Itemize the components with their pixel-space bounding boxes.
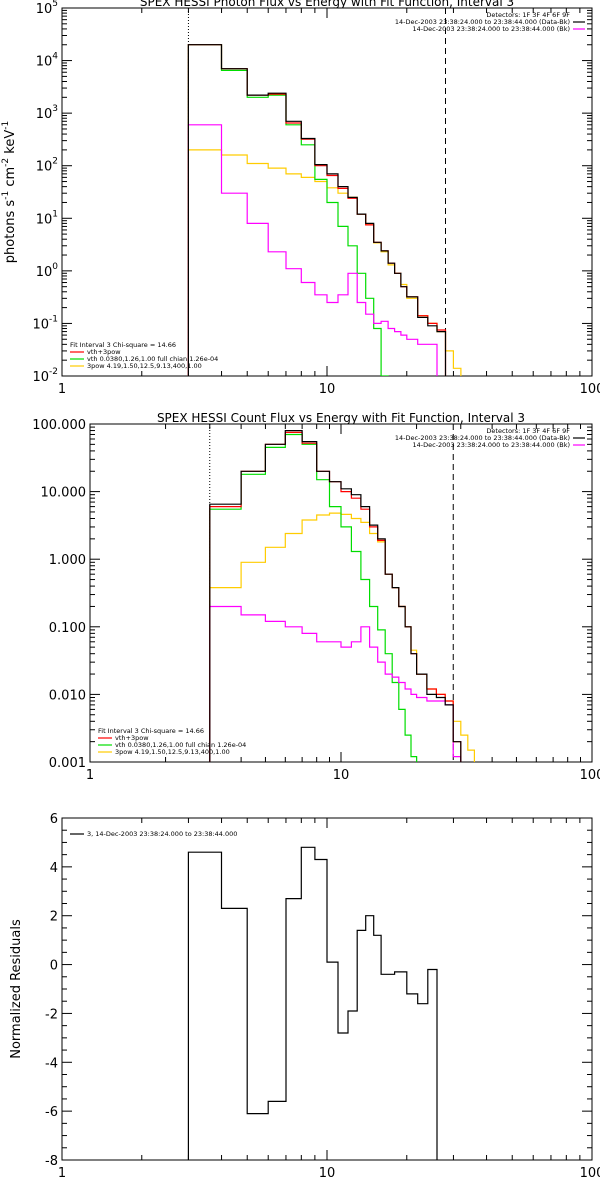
series-line: [209, 605, 462, 762]
y-tick-label: -8: [45, 1154, 58, 1169]
y-tick-label: 104: [36, 52, 59, 70]
x-tick-label: 10: [319, 382, 336, 397]
series-line: [187, 44, 447, 376]
chart-title: SPEX HESSI Photon Flux vs Energy with Fi…: [140, 0, 514, 9]
y-tick-label: 0.100: [49, 621, 86, 636]
legend-line: Fit Interval 3 Chi-square = 14.66: [98, 727, 204, 735]
y-axis: -8 -6 -4 -2 0 2 4 6: [45, 812, 592, 1169]
y-tick-label: 4: [50, 861, 58, 876]
y-tick-label: 6: [50, 812, 58, 827]
header-line: 14-Dec-2003 23:38:24.000 to 23:38:44.000…: [413, 25, 571, 33]
y-tick-label: 100.000: [32, 418, 86, 433]
series-line: [187, 44, 389, 376]
y-tick-label: 0.010: [49, 688, 86, 703]
x-tick-label: 100: [580, 382, 600, 397]
legend-line: vth+3pow: [115, 734, 149, 742]
y-tick-label: 101: [36, 209, 58, 227]
y-tick-label: 10-1: [32, 314, 58, 332]
legend-line: 3, 14-Dec-2003 23:38:24.000 to 23:38:44.…: [87, 830, 237, 838]
chart-1: SPEX HESSI Photon Flux vs Energy with Fi…: [1, 0, 600, 397]
y-tick-label: -6: [45, 1105, 58, 1120]
y-tick-label: -2: [45, 1007, 58, 1022]
x-axis: 1 10 100: [58, 8, 600, 397]
y-tick-label: 10.000: [41, 486, 87, 501]
x-tick-label: 100: [580, 1166, 600, 1181]
series-line: [187, 124, 438, 376]
plot-frame: [89, 423, 593, 763]
y-tick-label: 1.000: [49, 553, 86, 568]
chart-2: SPEX HESSI Count Flux vs Energy with Fit…: [32, 411, 600, 783]
series-group: [187, 44, 462, 376]
x-tick-label: 1: [86, 768, 94, 783]
legend-line: vth+3pow: [87, 348, 121, 356]
header-line: 14-Dec-2003 23:38:24.000 to 23:38:44.000…: [395, 18, 570, 26]
series-group: [187, 846, 438, 1160]
header-line: Detectors: 1F 3F 4F 6F 9F: [486, 11, 570, 19]
y-tick-label: 0.001: [49, 756, 86, 771]
y-axis-title: photons s-1 cm-2 keV-1: [1, 121, 18, 263]
y-tick-label: 100: [36, 262, 59, 280]
x-tick-label: 10: [333, 768, 350, 783]
y-tick-label: 10-2: [32, 367, 58, 385]
legend-line: vth 0.0380,1.26,1.00 full chian 1.26e-04: [87, 355, 218, 363]
legend-line: 3pow 4.19,1.50,12.5,9.13,400,1.00: [115, 748, 230, 756]
x-tick-label: 1: [58, 382, 66, 397]
y-tick-label: 103: [36, 104, 58, 122]
x-tick-label: 10: [319, 1166, 336, 1181]
y-tick-label: -4: [45, 1056, 58, 1071]
chart-title: SPEX HESSI Count Flux vs Energy with Fit…: [157, 411, 525, 425]
y-axis: 10-2 10-1 100 101 102 103 104 105: [32, 0, 592, 385]
y-axis: 0.001 0.010 0.100 1.000 10.000 100.000: [32, 418, 592, 771]
y-tick-label: 102: [36, 157, 58, 175]
y-tick-label: 0: [50, 959, 58, 974]
x-tick-label: 100: [580, 768, 600, 783]
chart-3: 1 10 100 -8 -6 -4 -2 0 2 4 6 Normalized Residuals 3,…: [9, 812, 600, 1181]
y-tick-label: 105: [36, 0, 58, 17]
series-line: [209, 433, 418, 762]
y-axis-title: Normalized Residuals: [9, 919, 24, 1059]
header-line: 14-Dec-2003 23:38:24.000 to 23:38:44.000…: [413, 441, 571, 449]
x-axis: 1 10 100: [58, 818, 600, 1181]
x-tick-label: 1: [58, 1166, 66, 1181]
header-line: Detectors: 1F 3F 4F 6F 9F: [486, 427, 570, 435]
series-line: [209, 430, 462, 762]
header-line: 14-Dec-2003 23:38:24.000 to 23:38:44.000…: [395, 434, 570, 442]
series-line: [187, 44, 447, 376]
series-group: [209, 430, 475, 762]
series-line: [209, 431, 462, 762]
series-line: [187, 149, 462, 376]
legend-line: 3pow 4.19,1.50,12.5,9.13,400,1.00: [87, 362, 202, 370]
legend-line: Fit Interval 3 Chi-square = 14.66: [70, 341, 176, 349]
legend-line: vth 0.0380,1.26,1.00 full chian 1.26e-04: [115, 741, 246, 749]
x-axis: 1 10 100: [86, 424, 600, 783]
series-line: [187, 846, 438, 1160]
y-tick-label: 2: [50, 910, 58, 925]
